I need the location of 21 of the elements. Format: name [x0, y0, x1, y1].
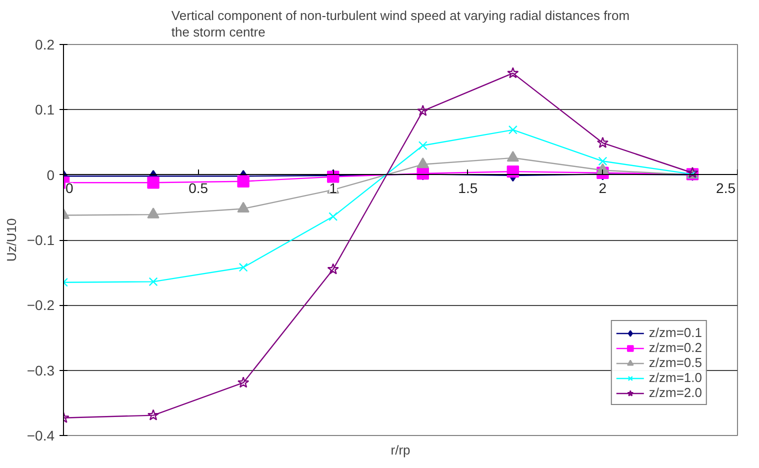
- y-tick-label: 0: [46, 166, 55, 183]
- legend-label: z/zm=0.5: [648, 355, 702, 370]
- chart-title: Vertical component of non-turbulent wind speed at varying radial distances from the storm centre: [171, 8, 630, 40]
- y-tick-label: 0.2: [35, 36, 55, 52]
- x-tick-label: 1: [329, 180, 338, 196]
- y-tick-label: −0.4: [26, 428, 55, 444]
- y-tick-label: −0.2: [26, 297, 55, 314]
- x-axis-title: r/rp: [390, 442, 410, 458]
- x-tick-label: 2.5: [716, 180, 736, 196]
- y-tick-label: −0.3: [26, 362, 55, 378]
- y-axis-title: Uz/U10: [4, 218, 19, 262]
- x-tick-label: 0.5: [188, 180, 208, 196]
- legend-label: z/zm=0.2: [648, 340, 702, 355]
- y-tick-label: 0.1: [35, 102, 55, 118]
- x-tick-label: 0: [66, 180, 74, 196]
- x-tick-label: 2: [598, 180, 607, 196]
- y-tick-label: −0.1: [26, 232, 55, 248]
- legend-label: z/zm=1.0: [648, 370, 702, 385]
- x-tick-label: 1.5: [458, 180, 478, 196]
- legend-label: z/zm=0.1: [648, 325, 702, 340]
- legend-label: z/zm=2.0: [648, 385, 702, 400]
